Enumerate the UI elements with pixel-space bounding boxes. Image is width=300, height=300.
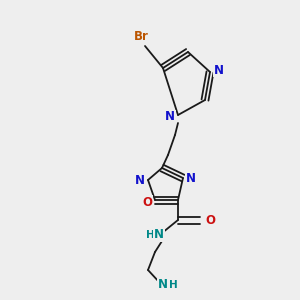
- Text: H: H: [146, 230, 154, 240]
- Text: O: O: [205, 214, 215, 226]
- Text: N: N: [165, 110, 175, 124]
- Text: N: N: [214, 64, 224, 76]
- Text: N: N: [154, 229, 164, 242]
- Text: N: N: [186, 172, 196, 184]
- Text: H: H: [169, 280, 177, 290]
- Text: O: O: [142, 196, 152, 208]
- Text: N: N: [135, 173, 145, 187]
- Text: Br: Br: [134, 29, 148, 43]
- Text: N: N: [158, 278, 168, 292]
